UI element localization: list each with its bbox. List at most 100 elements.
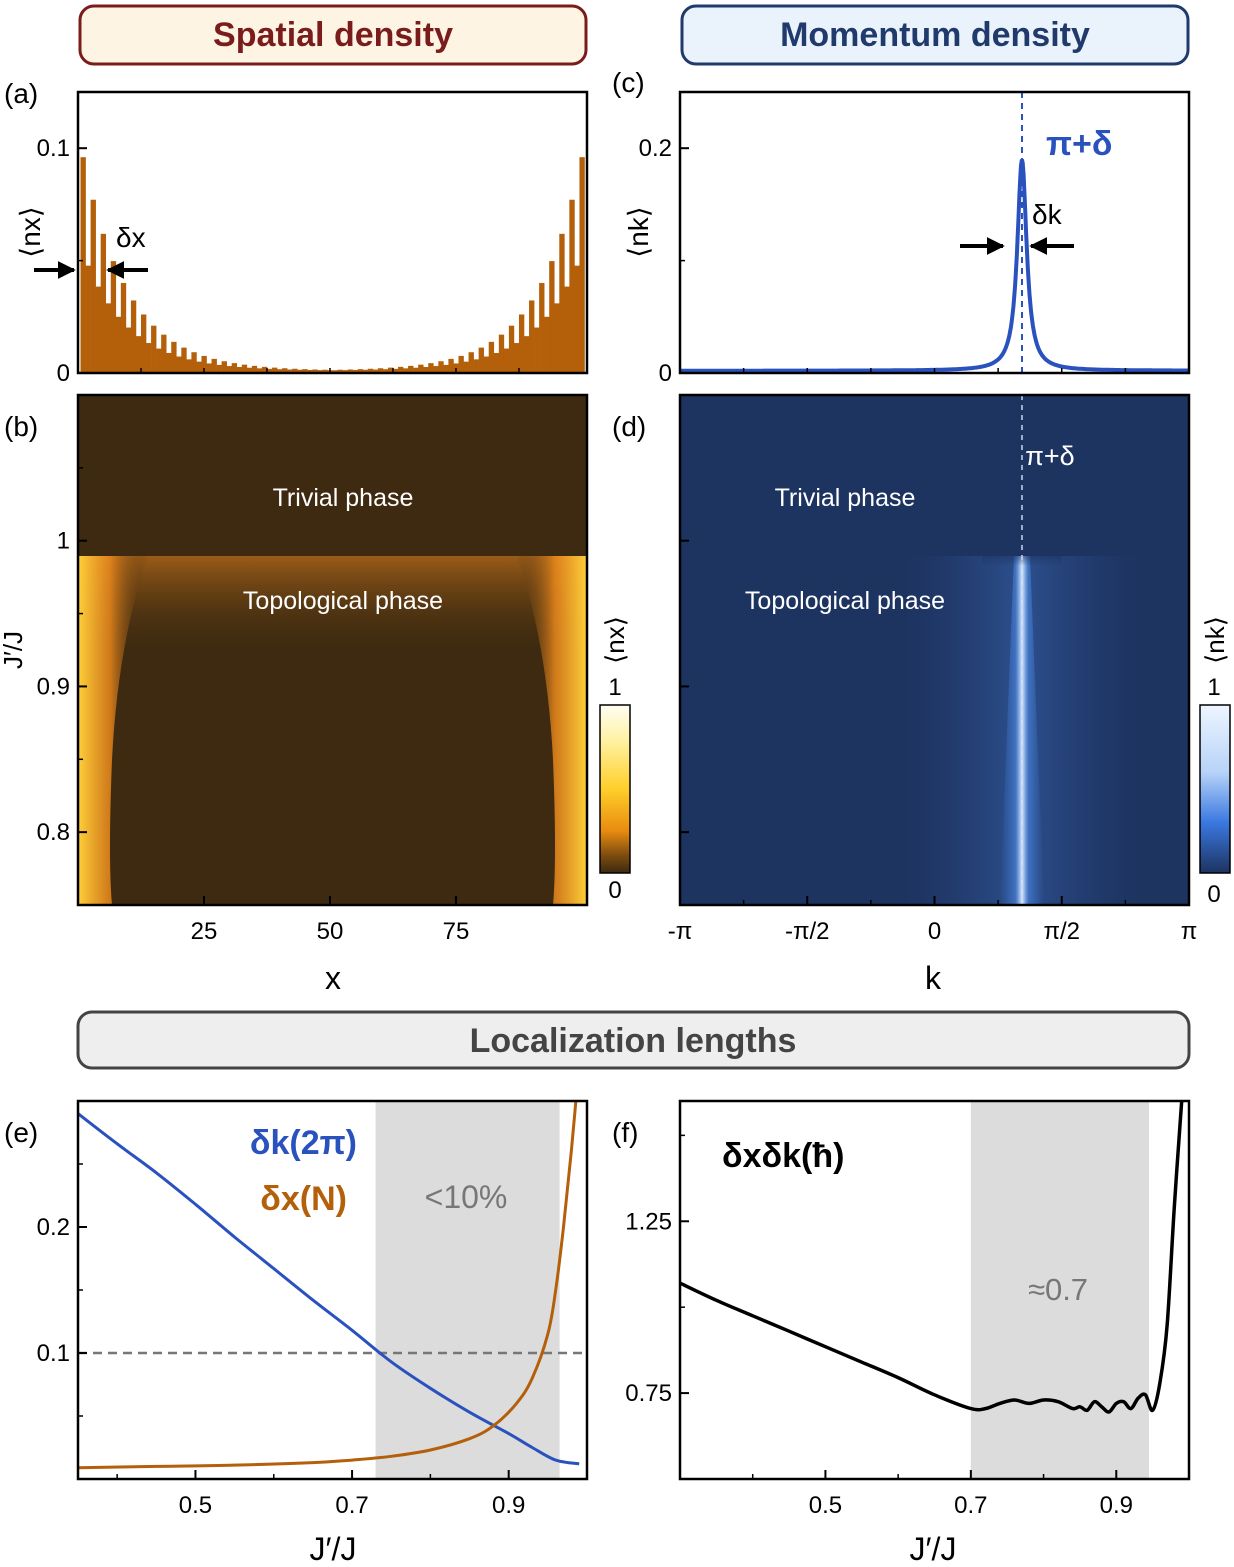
panel-a-bar: [332, 370, 338, 373]
panel-a-bar: [443, 364, 449, 373]
panel-d-momentum-heatmap: -π -π/2 0 π/2 π (d) Trivial phase Topologica…: [612, 393, 1231, 996]
panel-b-xtick-label: 75: [443, 918, 470, 945]
panel-c-delta-k: δk: [1032, 199, 1063, 230]
panel-a-bar: [277, 369, 283, 373]
panel-a-bar: [151, 325, 157, 373]
panel-a-bar: [392, 368, 399, 373]
panel-a-bar: [503, 348, 510, 373]
panel-a-bar: [261, 366, 268, 373]
panel-a-bar: [241, 364, 248, 373]
panel-a-bar: [569, 199, 575, 373]
panel-e-xlabel: J′/J: [310, 1531, 357, 1567]
panel-e-shade-label: <10%: [425, 1179, 508, 1215]
panel-a-bar: [529, 300, 535, 373]
panel-a-bar: [317, 370, 323, 373]
panel-b-topological-phase: Topological phase: [243, 587, 443, 615]
panel-a-bar: [423, 367, 429, 373]
panel-a-bar: [266, 368, 273, 373]
panel-f-uncertainty-product: 0.5 0.7 0.9 0.75 1.25 (f) δxδk(ħ) ≈0.7 J′/J: [612, 1099, 1191, 1567]
panel-a-bar: [398, 366, 404, 373]
panel-a-bar: [236, 367, 243, 373]
panel-a-bar: [367, 368, 374, 373]
panel-f-frame: [678, 1099, 1191, 1481]
panel-a-bar: [256, 368, 263, 373]
panel-c-peak-label: π+δ: [1046, 125, 1113, 163]
localization-header-title: Localization lengths: [470, 1022, 797, 1060]
panel-a-bar: [246, 367, 253, 373]
panel-d-xtick-label: -π: [668, 918, 693, 945]
panel-b-right-edge-density: [515, 550, 587, 905]
panel-a-bar: [428, 363, 434, 373]
panel-f-shade-label: ≈0.7: [1028, 1272, 1088, 1307]
panel-d-trivial-region: [680, 395, 1189, 556]
panel-a-bar: [231, 363, 238, 373]
panel-a-bar: [146, 343, 152, 373]
panel-a-bar: [312, 369, 318, 373]
panel-a-bar: [448, 358, 454, 373]
panel-e-xtick-label: 0.9: [492, 1492, 525, 1519]
panel-c-ylabel: ⟨nk⟩: [623, 206, 654, 257]
panel-a-bar: [357, 369, 364, 373]
panel-b-colorbar-max: 1: [608, 674, 621, 701]
panel-a-bar: [95, 286, 101, 373]
panel-f-shaded-region: [970, 1101, 1150, 1479]
panel-f-xtick-label: 0.9: [1100, 1492, 1133, 1519]
panel-a-bar: [524, 336, 530, 373]
panel-a-bar: [539, 282, 545, 373]
panel-d-peak-label: π+δ: [1025, 441, 1074, 471]
panel-e-ytick-label: 0.2: [37, 1214, 70, 1241]
panel-a-bar: [342, 370, 348, 373]
panel-a-bar: [413, 367, 419, 373]
momentum-header: Momentum density: [680, 4, 1190, 66]
panel-b-label: (b): [4, 411, 38, 442]
panel-a-bar: [125, 327, 132, 373]
panel-d-peak-beam: [999, 556, 1044, 905]
panel-e-shaded-region: [375, 1101, 560, 1479]
panel-a-bar: [196, 361, 202, 373]
panel-a-bar: [110, 261, 117, 373]
panel-f-xtick-label: 0.7: [954, 1492, 987, 1519]
panel-a-bar: [559, 233, 565, 373]
panel-d-xtick-label: 0: [928, 918, 941, 945]
panel-a-bar: [337, 369, 343, 373]
panel-a-bar: [140, 314, 147, 373]
panel-a-bar: [544, 316, 550, 373]
panel-b-colorbar-min: 0: [608, 877, 621, 904]
panel-e-delta-x-line: [78, 1101, 578, 1470]
panel-e-label: (e): [4, 1117, 38, 1148]
panel-c-momentum-density: 0 0.2 (c) ⟨nk⟩ π+δ δk: [612, 67, 1191, 387]
panel-d-trivial-phase: Trivial phase: [775, 484, 916, 512]
panel-f-product-line: [680, 1101, 1184, 1414]
panel-a-bar: [85, 265, 91, 373]
panel-d-xtick-label: π: [1181, 918, 1198, 945]
panel-a-ytick-label: 0: [57, 360, 70, 387]
panel-a-bar: [579, 157, 585, 373]
panel-a-bar: [478, 347, 484, 373]
panel-b-ytick-label: 1: [57, 528, 70, 555]
panel-d-xlabel: k: [925, 960, 942, 996]
panel-a-bar: [302, 369, 308, 373]
panel-a-bar: [181, 347, 187, 373]
panel-c-nk-line: [680, 159, 1189, 373]
spatial-header-title: Spatial density: [213, 16, 453, 54]
panel-c-ytick-label: 0.2: [639, 135, 672, 162]
panel-a-bar: [498, 334, 505, 373]
panel-a-bar: [549, 261, 555, 373]
panel-a-label: (a): [4, 78, 38, 109]
panel-a-bar: [221, 361, 227, 373]
panel-a-bar: [100, 233, 107, 373]
panel-a-bars: [80, 157, 585, 373]
panel-a-bar: [206, 363, 212, 373]
panel-e-ytick-label: 0.1: [37, 1340, 70, 1367]
panel-a-bar: [488, 341, 495, 373]
panel-c-frame: [678, 90, 1191, 375]
panel-a-delta-x: δx: [116, 222, 146, 253]
panel-d-colorbar-max: 1: [1207, 674, 1220, 701]
panel-b-trivial-phase: Trivial phase: [273, 484, 414, 512]
panel-b-colorbar: [599, 704, 631, 874]
panel-a-bar: [403, 368, 409, 373]
panel-a-bar: [418, 364, 424, 373]
panel-a-bar: [297, 369, 303, 373]
panel-e-xtick-label: 0.7: [335, 1492, 368, 1519]
